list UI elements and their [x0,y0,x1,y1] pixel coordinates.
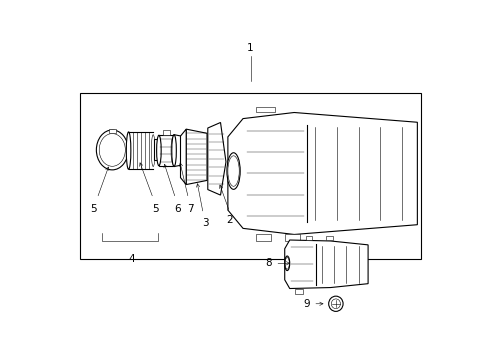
Text: 4: 4 [128,254,135,264]
Text: 5: 5 [90,204,97,214]
Bar [305,236,312,240]
Text: 6: 6 [174,204,181,214]
Ellipse shape [126,132,131,169]
Bar [256,107,275,112]
Polygon shape [227,112,416,234]
Bar [284,234,299,242]
Ellipse shape [226,153,240,189]
Text: 7: 7 [187,204,194,214]
Text: 9: 9 [303,299,310,309]
Polygon shape [284,240,367,288]
Text: 5: 5 [151,204,158,214]
Polygon shape [186,129,206,185]
Bar [256,234,271,242]
Polygon shape [207,122,225,195]
Ellipse shape [156,135,161,166]
Bar [154,139,158,159]
Ellipse shape [284,256,289,271]
Ellipse shape [96,130,128,170]
Polygon shape [180,129,186,185]
Ellipse shape [171,135,176,167]
Bar [294,288,303,293]
Ellipse shape [328,296,343,311]
Bar [162,130,169,135]
Text: 2: 2 [226,215,233,225]
Bar [109,129,116,133]
Bar [80,93,420,260]
Polygon shape [174,135,185,167]
Text: 8: 8 [264,258,271,268]
Text: 3: 3 [202,218,208,228]
Text: 1: 1 [247,43,253,53]
Bar [159,135,173,166]
Bar [326,236,332,240]
